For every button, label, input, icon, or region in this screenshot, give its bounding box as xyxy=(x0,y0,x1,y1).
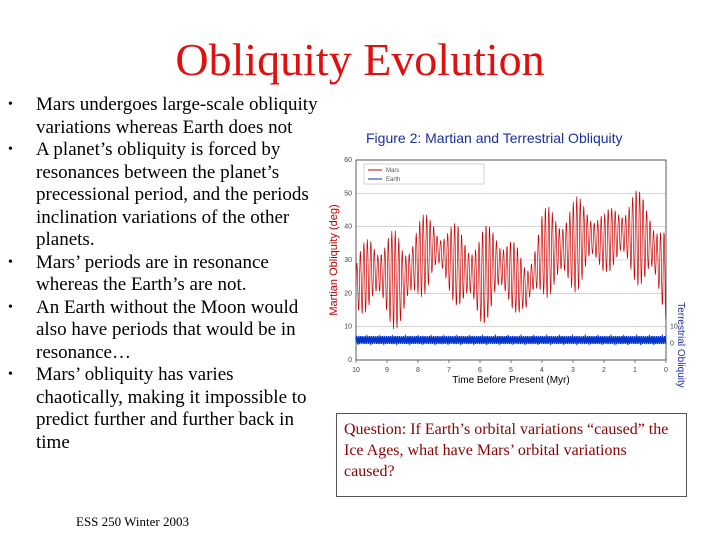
y-tick-label: 40 xyxy=(344,224,352,231)
x-tick-label: 3 xyxy=(571,367,575,374)
slide-footer: ESS 250 Winter 2003 xyxy=(76,514,189,529)
x-axis-label: Time Before Present (Myr) xyxy=(452,375,569,386)
y-tick-label: 20 xyxy=(344,290,352,297)
bullet-item: • Mars undergoes large-scale obliquity va… xyxy=(8,94,318,139)
legend-earth-label: Earth xyxy=(386,177,400,183)
bullet-text: A planet’s obliquity is forced by resona… xyxy=(36,139,309,250)
x-tick-label: 8 xyxy=(416,367,420,374)
y-tick-label: 0 xyxy=(348,357,352,364)
bullet-text: Mars undergoes large-scale obliquity var… xyxy=(36,94,318,138)
y2-tick-label: 0 xyxy=(670,340,674,347)
chart-legend: Mars Earth xyxy=(363,163,485,185)
mars-obliquity-line xyxy=(355,190,667,330)
x-tick-label: 10 xyxy=(352,367,360,374)
bullet-text: An Earth without the Moon would also hav… xyxy=(36,296,299,363)
y-tick-label: 10 xyxy=(344,324,352,331)
bullet-text: Mars’ obliquity has varies chaotically, … xyxy=(36,364,307,453)
y-tick-label: 60 xyxy=(344,157,352,164)
earth-obliquity-line xyxy=(355,333,667,346)
x-tick-label: 2 xyxy=(602,367,606,374)
chart-series xyxy=(355,190,667,346)
y-axis-label: Martian Obliquity (deg) xyxy=(328,204,340,315)
slide-title: Obliquity Evolution xyxy=(175,34,545,85)
y2-tick-label: 10 xyxy=(670,324,678,331)
bullet-item: • Mars’ obliquity has varies chaotically,… xyxy=(8,364,318,454)
x-tick-label: 6 xyxy=(478,367,482,374)
bullet-item: • An Earth without the Moon would also ha… xyxy=(8,296,318,365)
bullet-dot-icon: • xyxy=(8,254,13,270)
bullet-list: • Mars undergoes large-scale obliquity va… xyxy=(8,94,318,454)
bullet-item: • A planet’s obliquity is forced by reson… xyxy=(8,139,318,252)
figure-title: Figure 2: Martian and Terrestrial Obliqu… xyxy=(366,130,623,146)
bullet-dot-icon: • xyxy=(8,367,13,382)
y-tick-label: 50 xyxy=(344,190,352,197)
legend-box xyxy=(363,163,485,185)
bullet-dot-icon: • xyxy=(8,97,13,112)
bullet-dot-icon: • xyxy=(8,299,13,315)
x-tick-label: 5 xyxy=(509,367,513,374)
x-tick-label: 0 xyxy=(664,367,668,374)
y-tick-label: 30 xyxy=(344,257,352,264)
bullet-text: Mars’ periods are in resonance whereas t… xyxy=(36,251,269,296)
y2-axis-label: Terrestrial Obliquity xyxy=(675,302,686,388)
question-box: Question: If Earth’s orbital variations … xyxy=(336,413,687,497)
legend-mars-label: Mars xyxy=(386,168,399,174)
bullet-item: • Mars’ periods are in resonance whereas … xyxy=(8,251,318,297)
x-tick-label: 7 xyxy=(447,367,451,374)
x-tick-label: 4 xyxy=(540,367,544,374)
bullet-dot-icon: • xyxy=(8,142,13,157)
x-tick-label: 1 xyxy=(633,367,637,374)
x-tick-label: 9 xyxy=(385,367,389,374)
